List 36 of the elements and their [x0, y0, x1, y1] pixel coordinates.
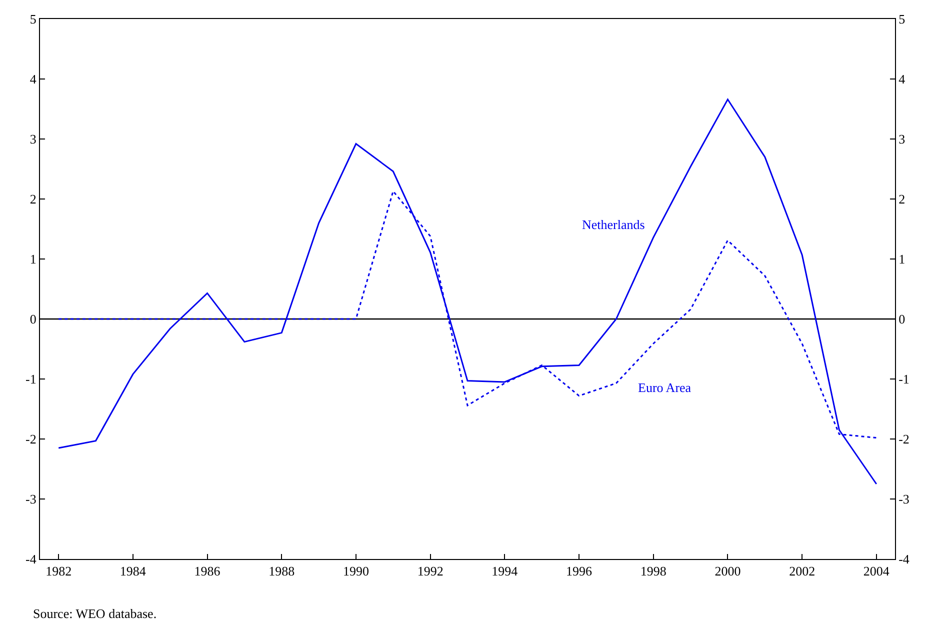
y2-tick-label: -2	[898, 432, 910, 447]
x-tick-label: 1998	[640, 564, 666, 579]
y2-tick-label: -3	[898, 492, 910, 507]
source-note: Source: WEO database.	[33, 606, 157, 621]
y2-tick-label: 1	[898, 252, 906, 267]
x-tick-label: 1992	[417, 564, 444, 579]
y2-tick-label: -1	[898, 372, 910, 387]
y-tick-label: -4	[26, 552, 37, 567]
y2-tick-label: 2	[898, 192, 906, 207]
x-tick-label: 1994	[492, 564, 518, 579]
y-tick-label: 1	[30, 252, 36, 267]
x-tick-label: 1988	[268, 564, 295, 579]
x-tick-label: 1986	[194, 564, 221, 579]
y2-tick-label: 5	[898, 12, 906, 27]
line-series	[58, 98, 878, 485]
y2-tick-label: 3	[898, 132, 906, 147]
x-tick-label: 2000	[714, 564, 741, 579]
y-tick-label: -2	[26, 432, 36, 447]
y-tick-label: 0	[30, 312, 36, 327]
x-tick-label: 1984	[120, 564, 146, 579]
x-tick-label: 1996	[566, 564, 593, 579]
y-tick-label: 2	[30, 192, 36, 207]
y-tick-label: -3	[26, 492, 36, 507]
series-label: Netherlands	[582, 217, 645, 232]
x-tick-label: 2004	[863, 564, 890, 579]
y-tick-label: 4	[30, 72, 37, 87]
y-tick-label: 3	[30, 132, 36, 147]
y2-tick-label: 0	[898, 312, 906, 327]
y-tick-label: -1	[26, 372, 36, 387]
y-tick-label: 5	[30, 12, 36, 27]
x-tick-label: 1982	[46, 564, 72, 579]
y2-tick-label: -4	[898, 552, 910, 567]
x-tick-label: 2002	[789, 564, 816, 579]
series-label: Euro Area	[638, 380, 692, 395]
x-tick-label: 1990	[342, 564, 369, 579]
y2-tick-label: 4	[898, 72, 906, 87]
